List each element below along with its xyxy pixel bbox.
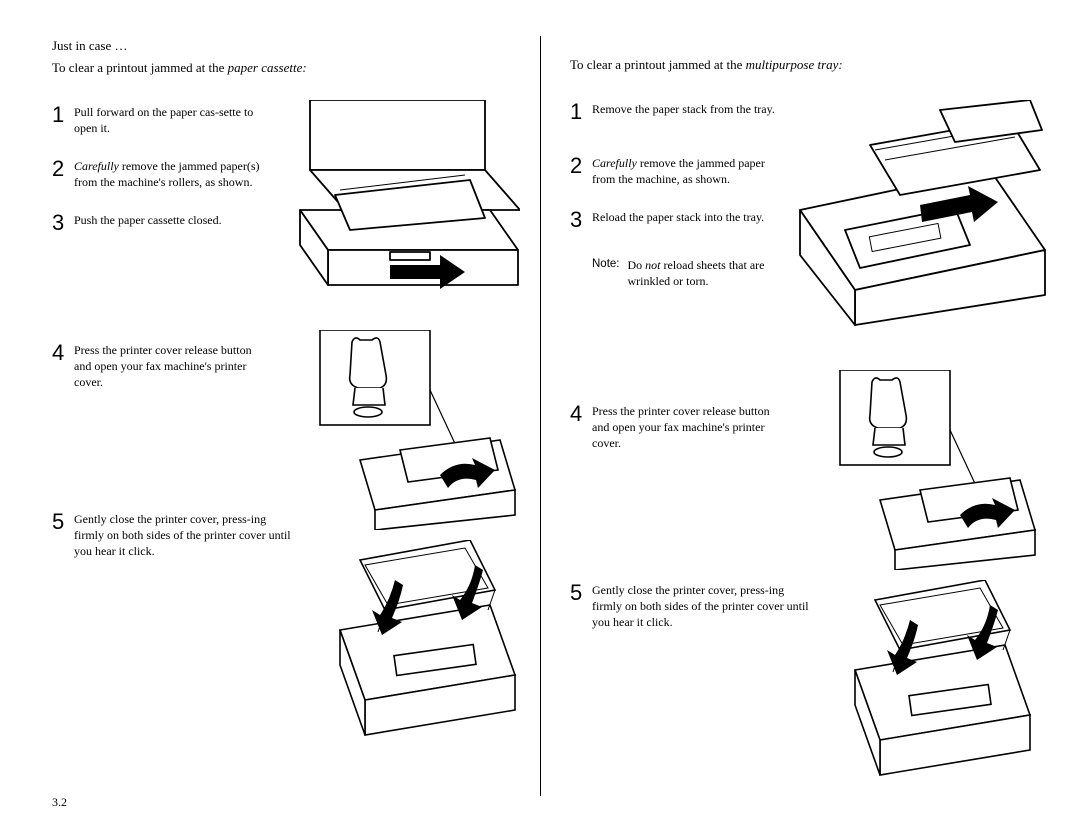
step-number: 3: [570, 209, 592, 231]
step-number: 1: [570, 101, 592, 123]
step-ital: Carefully: [74, 159, 119, 173]
page-header: Just in case …: [52, 38, 510, 54]
left-subheader: To clear a printout jammed at the paper …: [52, 60, 510, 76]
step-number: 4: [570, 403, 592, 425]
right-subheader-pre: To clear a printout jammed at the: [570, 57, 746, 72]
step-ital: Carefully: [592, 156, 637, 170]
step-text: Gently close the printer cover, press-in…: [74, 511, 294, 560]
release-button-illustration: [300, 330, 520, 530]
step-text: Carefully remove the jammed paper from t…: [592, 155, 782, 187]
release-button-illustration-right: [810, 370, 1040, 570]
left-column: Just in case … To clear a printout jamme…: [0, 0, 540, 834]
note-pre: Do: [628, 258, 646, 272]
step-number: 5: [52, 511, 74, 533]
step-text: Press the printer cover release button a…: [74, 342, 264, 391]
step-text: Remove the paper stack from the tray.: [592, 101, 775, 117]
step-text: Reload the paper stack into the tray.: [592, 209, 764, 225]
step-text: Pull forward on the paper cas-sette to o…: [74, 104, 264, 136]
step-number: 4: [52, 342, 74, 364]
step-number: 2: [52, 158, 74, 180]
left-subheader-pre: To clear a printout jammed at the: [52, 60, 228, 75]
manual-page: Just in case … To clear a printout jamme…: [0, 0, 1080, 834]
note-ital: not: [645, 258, 660, 272]
step-number: 2: [570, 155, 592, 177]
page-number: 3.2: [52, 795, 67, 810]
step-text: Gently close the printer cover, press-in…: [592, 582, 812, 631]
step-number: 5: [570, 582, 592, 604]
step-number: 3: [52, 212, 74, 234]
right-column: To clear a printout jammed at the multip…: [540, 0, 1080, 834]
close-cover-illustration: [310, 540, 520, 740]
note-body: Do not reload sheets that are wrinkled o…: [628, 257, 793, 289]
cassette-open-illustration: [290, 100, 520, 310]
step-number: 1: [52, 104, 74, 126]
right-subheader: To clear a printout jammed at the multip…: [570, 57, 1050, 73]
step-text: Carefully remove the jammed paper(s) fro…: [74, 158, 264, 190]
close-cover-illustration-right: [820, 580, 1040, 780]
tray-remove-illustration: [790, 100, 1060, 330]
step-text: Press the printer cover release button a…: [592, 403, 782, 452]
note: Note: Do not reload sheets that are wrin…: [592, 257, 792, 289]
step-text: Push the paper cassette closed.: [74, 212, 222, 228]
left-subheader-ital: paper cassette:: [228, 60, 307, 75]
right-subheader-ital: multipurpose tray:: [746, 57, 843, 72]
note-label: Note:: [592, 257, 628, 289]
